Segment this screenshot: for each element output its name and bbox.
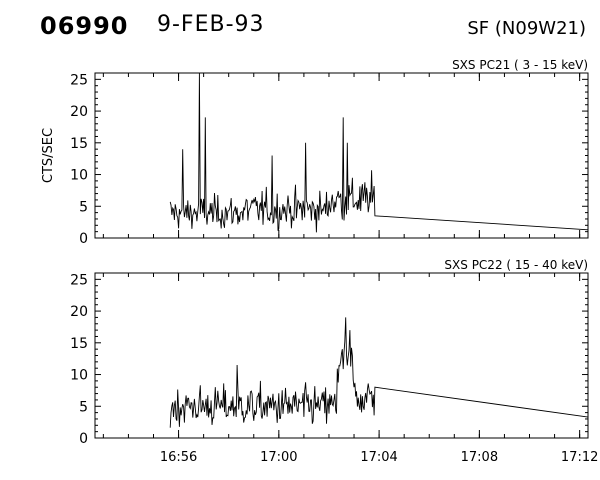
y-tick-label: 0 xyxy=(79,231,88,247)
x-tick-label: 17:12 xyxy=(561,450,598,465)
y-tick-label: 0 xyxy=(79,431,88,447)
x-tick-label: 17:04 xyxy=(360,450,397,465)
y-tick-label: 10 xyxy=(70,168,88,184)
y-tick-label: 10 xyxy=(70,368,88,384)
observation-date: 9-FEB-93 xyxy=(157,12,265,37)
series-line xyxy=(169,72,589,233)
x-tick-label: 17:08 xyxy=(461,450,498,465)
y-tick-label: 15 xyxy=(70,136,88,152)
y-tick-label: 5 xyxy=(79,399,88,415)
y-tick-label: 15 xyxy=(70,336,88,352)
y-tick-label: 5 xyxy=(79,199,88,215)
y-tick-label: 20 xyxy=(70,304,88,320)
panel-title: SXS PC22 ( 15 - 40 keV) xyxy=(444,258,588,272)
series-line xyxy=(169,317,589,428)
y-tick-label: 25 xyxy=(70,272,88,288)
y-axis-label: CTS/SEC xyxy=(41,128,56,183)
event-id: 06990 xyxy=(40,12,129,40)
region-label: SF (N09W21) xyxy=(467,18,586,39)
panel-title: SXS PC21 ( 3 - 15 keV) xyxy=(452,58,588,72)
x-tick-label: 16:56 xyxy=(160,450,197,465)
x-tick-label: 17:00 xyxy=(260,450,297,465)
y-tick-label: 25 xyxy=(70,72,88,88)
y-tick-label: 20 xyxy=(70,104,88,120)
